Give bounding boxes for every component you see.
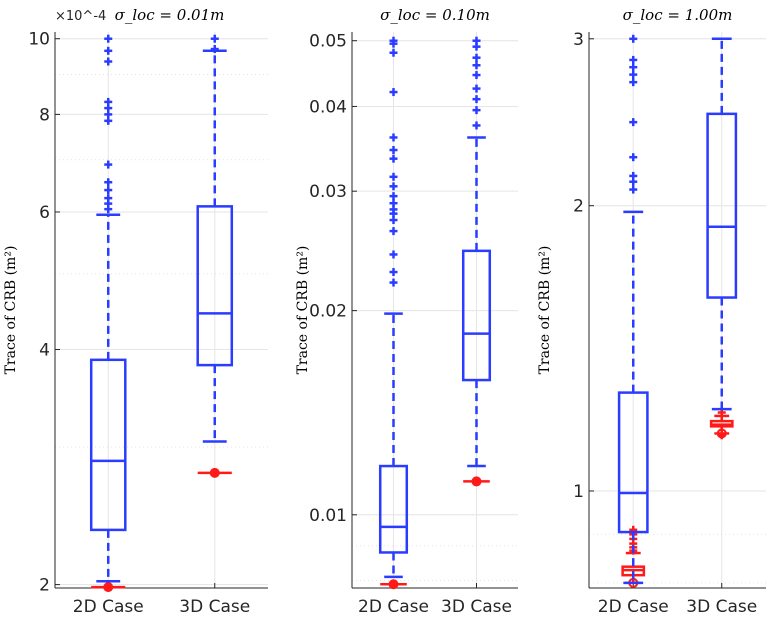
subplot-3: 1 2 3 2D Case 3D Case σ_loc = 1.00m Trace of C… (537, 6, 766, 617)
outlier-marker (389, 133, 398, 142)
outlier-marker (389, 227, 398, 236)
y-axis-label: Trace of CRB (m²) (295, 246, 311, 375)
outlier-marker (389, 278, 398, 287)
x-tick-label: 2D Case (358, 597, 429, 617)
red-series-3d-case (197, 467, 232, 478)
outlier-marker (629, 55, 638, 64)
outlier-marker (629, 185, 638, 194)
x-tick-label: 3D Case (441, 597, 512, 617)
y-tick-label: 0.05 (309, 32, 347, 52)
box (461, 249, 492, 382)
x-tick-label: 3D Case (686, 597, 757, 617)
outlier-marker (104, 34, 113, 43)
y-tick-label: 8 (39, 105, 50, 125)
outlier-marker (389, 250, 398, 259)
subplot-2: 0.01 0.02 0.03 0.04 0.05 2D Case 3D Case σ_loc … (295, 6, 518, 617)
box (617, 391, 649, 534)
median-point (209, 467, 220, 478)
blue-series-2d-case (378, 36, 409, 579)
outlier-marker (104, 160, 113, 169)
outlier-marker (389, 199, 398, 208)
x-tick-label: 3D Case (179, 597, 250, 617)
blue-series-2d-case (89, 34, 127, 583)
outlier-marker (104, 186, 113, 195)
y-tick-label: 10 (28, 30, 50, 50)
outlier-marker (472, 71, 481, 80)
outlier-marker (389, 172, 398, 181)
median-point (471, 476, 482, 487)
outlier-marker (104, 194, 113, 203)
outlier-marker (104, 97, 113, 106)
blue-series-3d-case (706, 37, 738, 411)
outlier-marker (389, 268, 398, 277)
exponent-label: ×10^-4 (55, 9, 106, 24)
outlier-marker (104, 178, 113, 187)
outlier-marker (629, 63, 638, 72)
y-tick-label: 2 (573, 197, 584, 217)
outlier-marker (472, 36, 481, 45)
red-series-2d-case (91, 582, 126, 593)
outlier-marker (472, 84, 481, 93)
x-tick-label: 2D Case (73, 597, 144, 617)
outlier-marker (389, 146, 398, 155)
outlier-marker (210, 45, 219, 54)
outlier-marker (389, 182, 398, 191)
outlier-marker (389, 36, 398, 45)
outlier-marker (472, 121, 481, 130)
outlier-marker (210, 34, 219, 43)
outlier-marker (629, 70, 638, 79)
y-tick-label: 6 (39, 203, 50, 223)
y-tick-label: 0.02 (309, 302, 347, 322)
box (378, 464, 409, 554)
outlier-marker (104, 57, 113, 66)
outlier-marker (629, 153, 638, 162)
outlier-marker (472, 61, 481, 70)
blue-series-2d-case (617, 34, 649, 585)
outlier-marker (389, 48, 398, 57)
outlier-marker (472, 106, 481, 115)
outlier-marker (389, 154, 398, 163)
red-series-3d-case (463, 476, 490, 487)
red-series-3d-case (709, 408, 734, 440)
blue-series-3d-case (461, 36, 492, 468)
y-tick-label: 2 (39, 576, 50, 596)
y-tick-label: 4 (39, 340, 50, 360)
box (89, 358, 127, 532)
y-tick-label: 0.04 (309, 97, 347, 117)
outlier-marker (629, 34, 638, 43)
red-series-2d-case (380, 579, 407, 590)
y-axis-label: Trace of CRB (m²) (3, 246, 19, 375)
blue-series-3d-case (196, 34, 234, 443)
subplot-title: σ_loc = 0.01m (115, 6, 225, 24)
y-tick-label: 0.03 (309, 182, 347, 202)
x-tick-label: 2D Case (598, 597, 669, 617)
median-point (388, 579, 399, 590)
y-tick-label: 0.01 (309, 506, 347, 526)
subplot-title: σ_loc = 0.10m (380, 6, 490, 24)
lower-marker (716, 428, 727, 439)
outlier-marker (629, 171, 638, 180)
outlier-marker (472, 95, 481, 104)
outlier-marker (472, 53, 481, 62)
outlier-marker (389, 88, 398, 97)
y-tick-label: 1 (573, 482, 584, 502)
outlier-marker (629, 78, 638, 87)
y-axis-label: Trace of CRB (m²) (537, 246, 553, 375)
subplot-1: 2 4 6 8 10 2D Case 3D Case σ_loc = 0.01m ×10^-4 T… (3, 6, 268, 617)
box (706, 112, 738, 299)
outlier-marker (104, 46, 113, 55)
outlier-marker (629, 118, 638, 127)
box (196, 205, 234, 367)
subplot-title: σ_loc = 1.00m (623, 6, 733, 24)
outlier-marker (389, 192, 398, 201)
median-point (103, 582, 114, 593)
y-tick-label: 3 (573, 30, 584, 50)
